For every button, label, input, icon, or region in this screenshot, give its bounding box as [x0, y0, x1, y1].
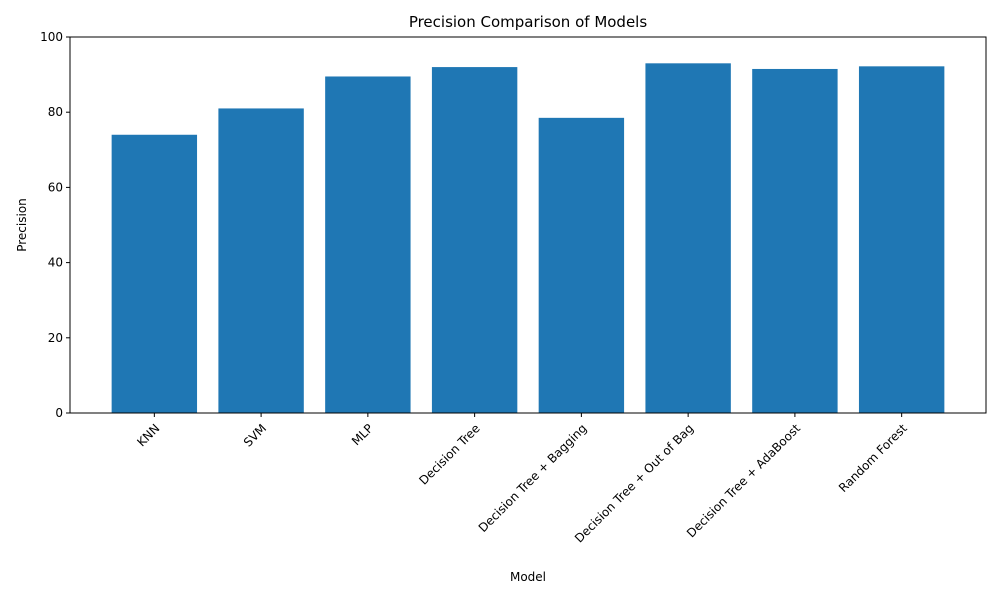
y-tick-label: 100 — [40, 30, 63, 44]
bar-knn — [111, 134, 198, 413]
bar-mlp — [325, 76, 411, 413]
x-tick-label: Decision Tree + Out of Bag — [572, 421, 696, 545]
bar-random-forest — [858, 66, 945, 413]
bars-group — [111, 63, 945, 414]
y-tick-label: 60 — [48, 180, 63, 194]
x-tick-label: Decision Tree + Bagging — [476, 421, 590, 535]
x-axis-label: Model — [510, 570, 546, 584]
x-tick-label: Decision Tree + AdaBoost — [684, 421, 803, 540]
x-tick-label: KNN — [134, 421, 162, 449]
y-axis-label: Precision — [15, 198, 29, 252]
y-tick-label: 20 — [48, 331, 63, 345]
y-tick-label: 40 — [48, 256, 63, 270]
x-tick-label: MLP — [349, 421, 376, 448]
x-tick-label: Decision Tree — [416, 421, 482, 487]
bar-decision-tree-bagging — [538, 117, 625, 413]
bar-decision-tree-adaboost — [752, 68, 838, 414]
y-axis: 0 20 40 60 80 100 — [40, 30, 70, 420]
bar-decision-tree-out-of-bag — [645, 63, 731, 413]
y-tick-label: 80 — [48, 105, 63, 119]
chart-title: Precision Comparison of Models — [409, 13, 648, 31]
x-tick-label: SVM — [241, 421, 269, 449]
y-tick-label: 0 — [55, 406, 63, 420]
bar-decision-tree — [431, 67, 518, 413]
x-tick-label: Random Forest — [836, 421, 910, 495]
plot-area-frame — [69, 36, 987, 414]
bar-svm — [218, 108, 304, 413]
